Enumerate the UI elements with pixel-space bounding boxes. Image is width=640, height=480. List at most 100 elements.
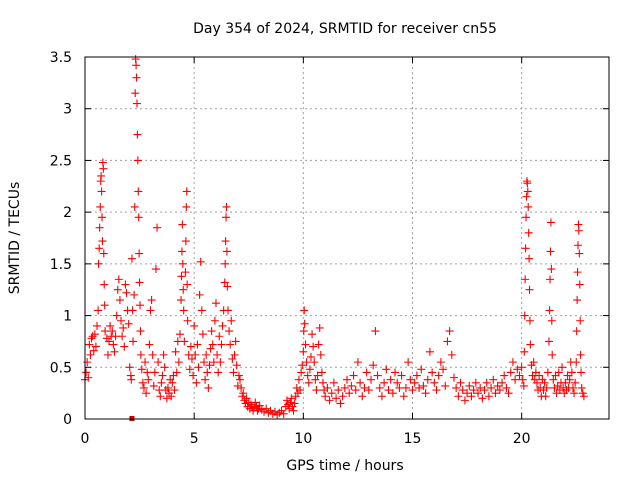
data-point-marker <box>417 365 426 374</box>
data-point-marker <box>138 378 147 387</box>
data-point-marker <box>95 244 104 253</box>
data-point-marker <box>356 378 365 387</box>
data-point-marker <box>524 202 533 211</box>
data-point-marker <box>540 378 549 387</box>
data-point-marker <box>541 392 550 401</box>
data-point-marker <box>482 378 491 387</box>
data-point-marker <box>124 319 133 328</box>
data-point-marker <box>125 363 134 372</box>
data-point-marker <box>221 259 230 268</box>
data-point-marker <box>558 363 567 372</box>
data-point-marker <box>220 278 229 287</box>
y-tick-labels: 0 0.5 1 1.5 2 2.5 3 3.5 <box>50 50 72 428</box>
data-point-marker <box>334 386 343 395</box>
data-point-marker <box>489 375 498 384</box>
chart-title: Day 354 of 2024, SRMTID for receiver cn5… <box>193 21 497 37</box>
data-point-marker <box>201 375 210 384</box>
data-point-marker <box>430 378 439 387</box>
data-point-marker <box>542 383 551 392</box>
data-point-marker <box>303 371 312 380</box>
data-point-marker <box>506 368 515 377</box>
data-point-marker <box>181 268 190 277</box>
data-point-marker <box>162 394 171 403</box>
data-point-marker <box>109 340 118 349</box>
data-point-marker <box>445 327 454 336</box>
data-point-marker <box>436 358 445 367</box>
data-point-marker <box>186 342 195 351</box>
data-point-marker <box>177 272 186 281</box>
data-point-marker <box>202 350 211 359</box>
data-point-marker <box>287 394 296 403</box>
data-point-marker <box>88 332 97 341</box>
data-point-marker <box>500 371 509 380</box>
data-point-marker <box>329 378 338 387</box>
data-point-marker <box>223 282 232 291</box>
data-point-marker <box>133 156 142 165</box>
data-point-marker <box>106 321 115 330</box>
y-tick-label: 1.5 <box>50 257 72 273</box>
data-point-marker <box>135 249 144 258</box>
data-point-marker <box>228 355 237 364</box>
data-point-marker <box>547 316 556 325</box>
data-point-marker <box>526 340 535 349</box>
data-point-marker <box>119 323 128 332</box>
data-point-marker <box>99 164 108 173</box>
data-point-marker <box>439 365 448 374</box>
data-point-marker <box>443 337 452 346</box>
data-point-marker <box>132 73 141 82</box>
data-point-marker <box>146 306 155 315</box>
data-point-marker <box>571 378 580 387</box>
data-point-marker <box>148 350 157 359</box>
data-point-marker <box>382 365 391 374</box>
data-point-marker <box>136 350 145 359</box>
data-point-marker <box>393 378 402 387</box>
data-point-marker <box>282 396 291 405</box>
data-point-marker <box>93 321 102 330</box>
data-point-marker <box>175 330 184 339</box>
data-point-marker <box>137 365 146 374</box>
data-point-marker <box>232 361 241 370</box>
y-tick-label: 0 <box>63 412 72 428</box>
data-point-marker <box>158 371 167 380</box>
data-point-marker <box>316 350 325 359</box>
data-point-marker <box>216 358 225 367</box>
data-point-marker <box>185 365 194 374</box>
data-point-marker <box>524 228 533 237</box>
data-point-marker <box>95 223 104 232</box>
data-point-marker <box>314 340 323 349</box>
data-point-marker <box>362 368 371 377</box>
data-point-marker <box>529 358 538 367</box>
data-point-marker <box>565 375 574 384</box>
data-point-marker <box>574 226 583 235</box>
data-point-marker <box>183 280 192 289</box>
x-tick-label: 0 <box>81 431 90 447</box>
data-point-marker <box>182 187 191 196</box>
data-point-marker <box>191 350 200 359</box>
data-point-marker <box>299 347 308 356</box>
data-point-marker <box>171 347 180 356</box>
data-point-marker <box>234 371 243 380</box>
data-point-marker <box>317 368 326 377</box>
data-point-marker <box>347 381 356 390</box>
data-point-marker <box>199 358 208 367</box>
data-point-marker <box>573 296 582 305</box>
data-point-marker <box>469 386 478 395</box>
data-point-marker <box>160 363 169 372</box>
data-point-marker <box>181 237 190 246</box>
data-point-marker <box>520 347 529 356</box>
data-point-marker <box>467 392 476 401</box>
data-point-marker <box>239 389 248 398</box>
data-point-marker <box>217 340 226 349</box>
data-point-marker <box>545 306 554 315</box>
data-point-marker <box>167 392 176 401</box>
data-point-marker <box>117 316 126 325</box>
data-point-marker <box>301 340 310 349</box>
data-point-marker <box>546 247 555 256</box>
data-point-marker <box>179 285 188 294</box>
data-point-marker <box>522 213 531 222</box>
data-point-marker <box>523 179 532 188</box>
data-point-marker <box>190 321 199 330</box>
data-point-marker <box>515 371 524 380</box>
data-point-marker <box>408 386 417 395</box>
data-point-marker <box>253 406 262 415</box>
